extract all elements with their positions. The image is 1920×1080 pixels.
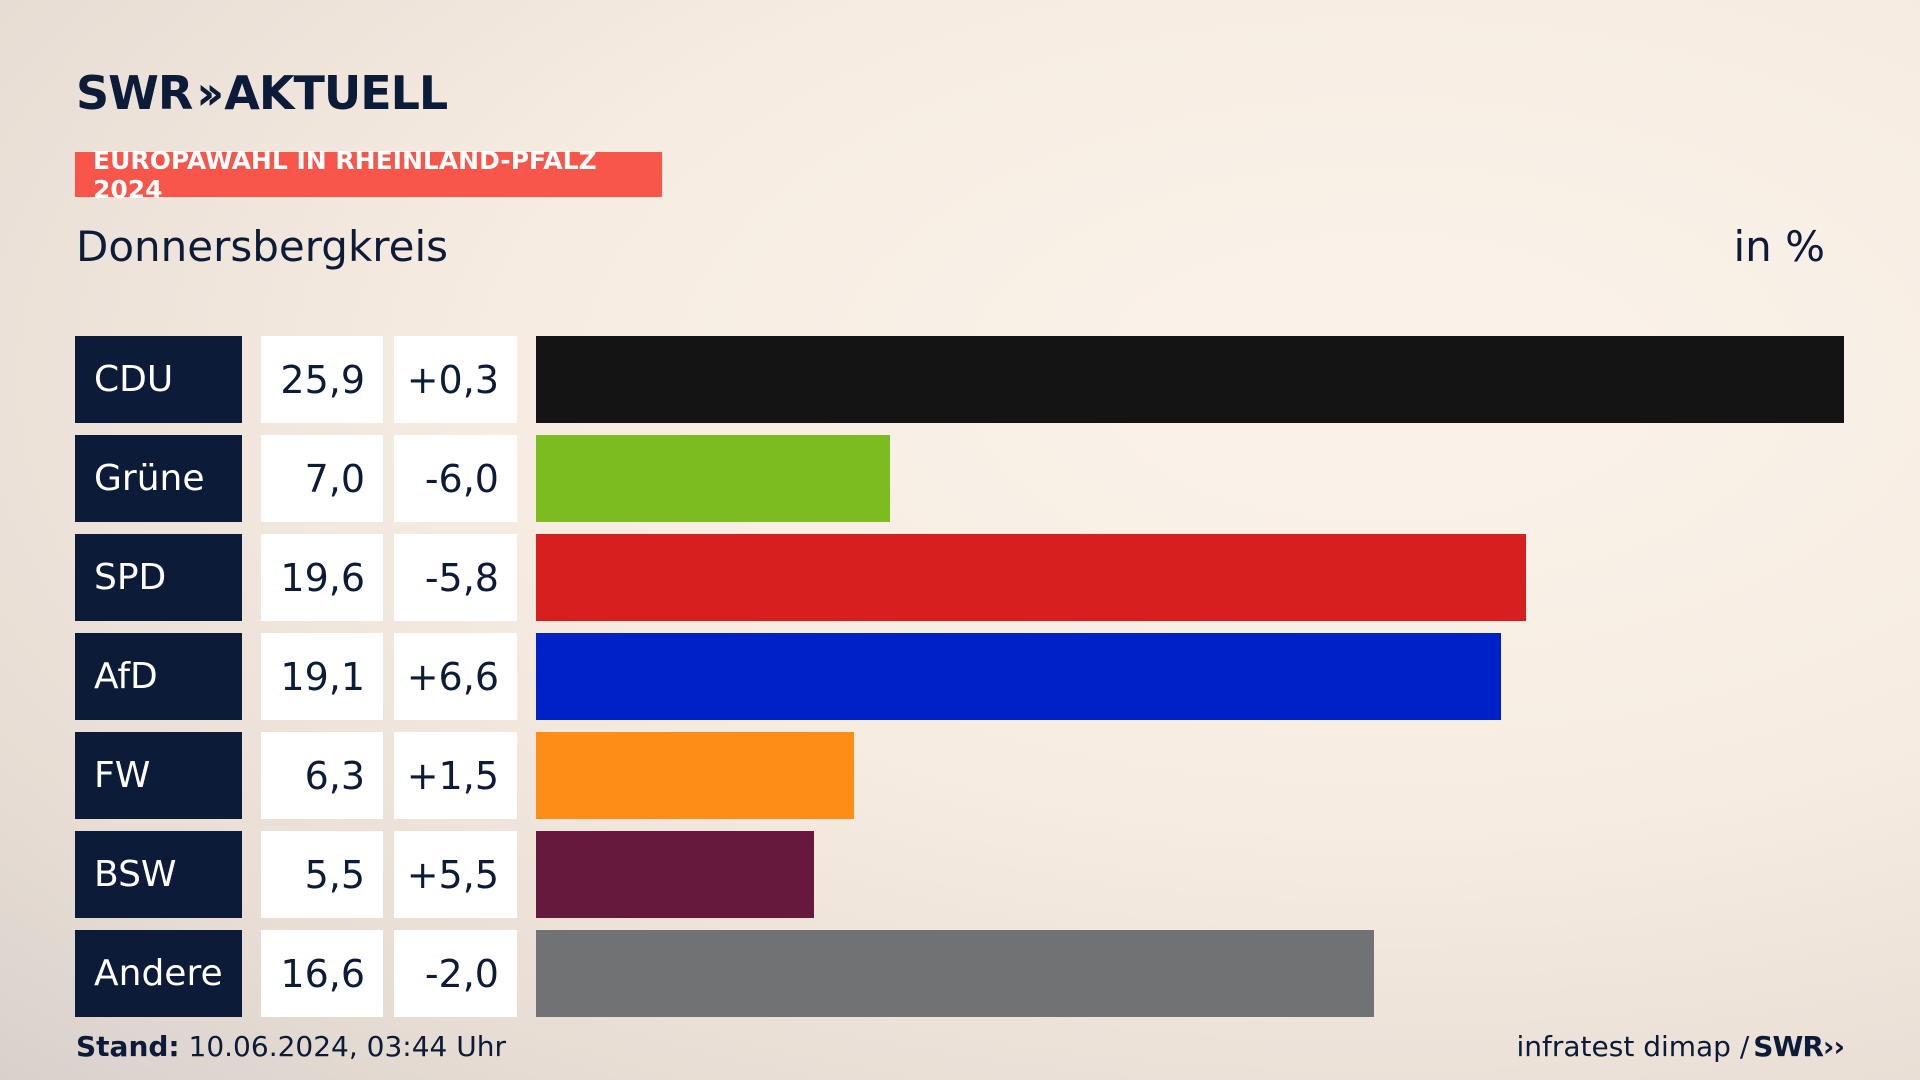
- timestamp: Stand: 10.06.2024, 03:44 Uhr: [76, 1030, 506, 1063]
- vote-share-value: 6,3: [261, 732, 383, 819]
- logo-chevron-icon: ››: [196, 66, 224, 120]
- source-credit: infratest dimap / SWR››: [1516, 1030, 1845, 1063]
- change-value: -5,8: [394, 534, 517, 621]
- vote-share-bar: [536, 732, 854, 819]
- vote-share-value: 16,6: [261, 930, 383, 1017]
- change-value: +1,5: [394, 732, 517, 819]
- swr-small-logo: SWR››: [1753, 1030, 1845, 1063]
- vote-share-value: 25,9: [261, 336, 383, 423]
- election-badge: EUROPAWAHL IN RHEINLAND-PFALZ 2024: [75, 146, 662, 204]
- vote-share-bar: [536, 336, 1844, 423]
- party-label: FW: [75, 732, 242, 819]
- vote-share-value: 19,6: [261, 534, 383, 621]
- vote-share-bar: [536, 633, 1501, 720]
- change-value: -2,0: [394, 930, 517, 1017]
- vote-share-bar: [536, 534, 1526, 621]
- logo-swr-text: SWR: [76, 66, 193, 120]
- timestamp-value: 10.06.2024, 03:44 Uhr: [188, 1030, 506, 1063]
- change-value: +0,3: [394, 336, 517, 423]
- party-label: SPD: [75, 534, 242, 621]
- swr-aktuell-logo: SWR ›› AKTUELL: [76, 66, 448, 120]
- party-label: AfD: [75, 633, 242, 720]
- timestamp-label: Stand:: [76, 1030, 180, 1063]
- vote-share-value: 19,1: [261, 633, 383, 720]
- vote-share-bar: [536, 831, 814, 918]
- vote-share-value: 7,0: [261, 435, 383, 522]
- change-value: -6,0: [394, 435, 517, 522]
- party-label: Grüne: [75, 435, 242, 522]
- unit-label: in %: [1733, 222, 1825, 271]
- party-label: BSW: [75, 831, 242, 918]
- party-label: CDU: [75, 336, 242, 423]
- vote-share-bar: [536, 435, 890, 522]
- logo-aktuell-text: AKTUELL: [224, 66, 448, 120]
- source-text: infratest dimap /: [1516, 1030, 1750, 1063]
- change-value: +5,5: [394, 831, 517, 918]
- vote-share-value: 5,5: [261, 831, 383, 918]
- party-label: Andere: [75, 930, 242, 1017]
- vote-share-bar: [536, 930, 1374, 1017]
- change-value: +6,6: [394, 633, 517, 720]
- region-title: Donnersbergkreis: [76, 222, 449, 271]
